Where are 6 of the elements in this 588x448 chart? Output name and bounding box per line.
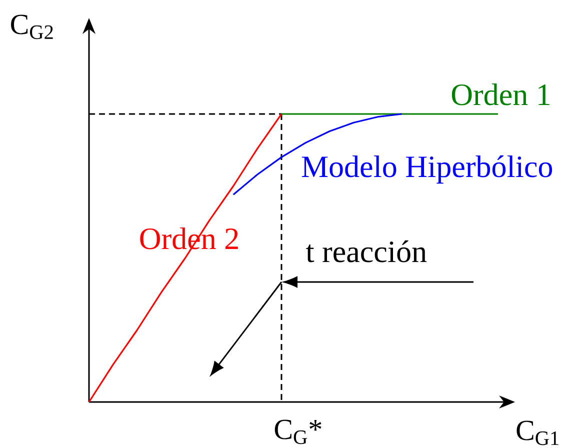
series-label: Orden 1 bbox=[452, 83, 550, 106]
text: C$_{G}$* bbox=[274, 420, 322, 444]
y-axis-title: C$_{G2}$ bbox=[11, 14, 53, 40]
annotation: t reacción bbox=[306, 240, 427, 262]
x-axis-title: C$_{G1}$ bbox=[516, 420, 558, 446]
series-label: Modelo Hiperbólico bbox=[302, 155, 552, 184]
